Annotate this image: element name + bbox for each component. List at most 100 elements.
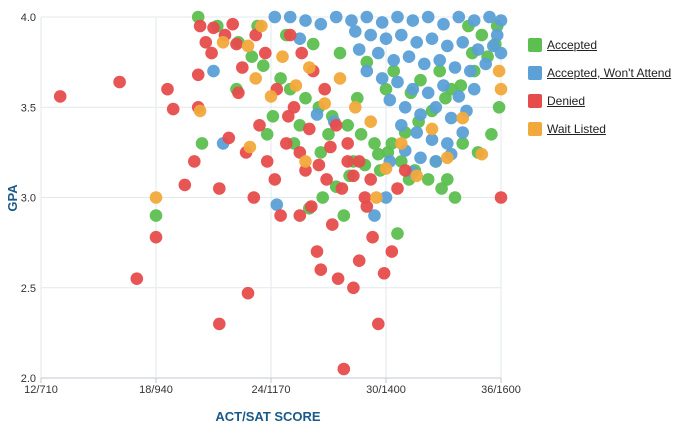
data-point[interactable] [324, 140, 337, 154]
data-point[interactable] [398, 101, 412, 114]
data-point[interactable] [372, 317, 385, 331]
data-point[interactable] [213, 182, 226, 195]
data-point[interactable] [494, 46, 508, 60]
data-point[interactable] [318, 82, 332, 96]
data-point[interactable] [352, 43, 366, 56]
data-point[interactable] [421, 86, 435, 100]
data-point[interactable] [492, 101, 506, 114]
data-point[interactable] [441, 39, 454, 53]
data-point[interactable] [337, 209, 351, 222]
data-point[interactable] [293, 32, 307, 45]
data-point[interactable] [368, 209, 381, 222]
data-point[interactable] [425, 122, 439, 136]
data-point[interactable] [395, 28, 408, 42]
data-point[interactable] [456, 111, 470, 125]
data-point[interactable] [241, 39, 255, 53]
data-point[interactable] [421, 173, 435, 186]
data-point[interactable] [130, 272, 144, 286]
data-point[interactable] [444, 111, 458, 125]
data-point[interactable] [414, 151, 427, 165]
data-point[interactable] [366, 230, 379, 244]
data-point[interactable] [456, 126, 470, 139]
data-point[interactable] [494, 14, 508, 27]
data-point[interactable] [429, 101, 443, 114]
data-point[interactable] [454, 79, 468, 92]
data-point[interactable] [354, 128, 368, 141]
data-point[interactable] [299, 155, 312, 168]
data-point[interactable] [471, 43, 485, 56]
data-point[interactable] [320, 173, 333, 186]
data-point[interactable] [149, 191, 163, 204]
data-point[interactable] [364, 173, 378, 186]
data-point[interactable] [188, 155, 201, 168]
data-point[interactable] [358, 191, 372, 204]
data-point[interactable] [483, 10, 496, 24]
data-point[interactable] [213, 317, 226, 331]
data-point[interactable] [299, 14, 312, 27]
data-point[interactable] [425, 32, 439, 45]
data-point[interactable] [494, 191, 508, 204]
data-point[interactable] [243, 140, 257, 154]
data-point[interactable] [236, 61, 249, 74]
legend-label[interactable]: Accepted, Won't Attend [547, 66, 672, 80]
data-point[interactable] [406, 14, 420, 27]
data-point[interactable] [207, 64, 220, 78]
data-point[interactable] [207, 21, 220, 35]
data-point[interactable] [249, 72, 262, 85]
data-point[interactable] [479, 57, 493, 71]
data-point[interactable] [375, 72, 389, 85]
data-point[interactable] [161, 82, 174, 96]
data-point[interactable] [398, 164, 412, 177]
data-point[interactable] [193, 19, 207, 33]
data-point[interactable] [329, 10, 343, 24]
data-point[interactable] [433, 54, 447, 67]
data-point[interactable] [260, 128, 274, 141]
data-point[interactable] [331, 272, 345, 286]
data-point[interactable] [318, 97, 332, 110]
data-point[interactable] [299, 164, 312, 177]
data-point[interactable] [414, 73, 427, 87]
data-point[interactable] [293, 209, 307, 222]
legend-label[interactable]: Denied [547, 94, 586, 108]
data-point[interactable] [335, 182, 349, 195]
data-point[interactable] [245, 50, 259, 63]
data-point[interactable] [410, 126, 424, 139]
data-point[interactable] [347, 281, 360, 295]
data-point[interactable] [314, 263, 328, 277]
data-point[interactable] [199, 36, 213, 49]
data-point[interactable] [283, 10, 297, 24]
data-point[interactable] [437, 17, 450, 31]
data-point[interactable] [53, 90, 67, 103]
data-point[interactable] [268, 10, 282, 24]
data-point[interactable] [410, 36, 424, 49]
data-point[interactable] [352, 155, 366, 168]
data-point[interactable] [452, 10, 466, 24]
data-point[interactable] [383, 93, 397, 107]
legend-label[interactable]: Accepted [547, 38, 598, 52]
data-point[interactable] [276, 50, 289, 63]
data-point[interactable] [282, 110, 295, 123]
data-point[interactable] [385, 245, 399, 258]
data-point[interactable] [385, 137, 399, 150]
data-point[interactable] [341, 119, 355, 132]
data-point[interactable] [391, 75, 404, 89]
data-point[interactable] [345, 14, 358, 27]
data-point[interactable] [456, 137, 470, 150]
data-point[interactable] [274, 72, 287, 85]
data-point[interactable] [456, 36, 470, 49]
data-point[interactable] [299, 91, 312, 105]
data-point[interactable] [360, 55, 374, 69]
data-point[interactable] [475, 28, 489, 42]
data-point[interactable] [475, 147, 489, 161]
data-point[interactable] [293, 119, 307, 132]
data-point[interactable] [259, 46, 272, 60]
data-point[interactable] [303, 61, 316, 74]
data-point[interactable] [232, 86, 245, 100]
data-point[interactable] [205, 46, 218, 60]
data-point[interactable] [429, 155, 443, 168]
data-point[interactable] [191, 68, 205, 82]
data-point[interactable] [347, 169, 360, 183]
data-point[interactable] [467, 82, 481, 96]
data-point[interactable] [441, 151, 454, 165]
data-point[interactable] [425, 133, 439, 146]
